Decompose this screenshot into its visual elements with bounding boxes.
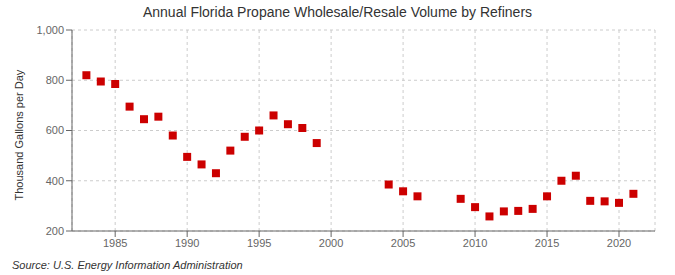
svg-text:600: 600	[46, 124, 64, 136]
svg-text:800: 800	[46, 74, 64, 86]
svg-text:2010: 2010	[463, 237, 487, 249]
svg-text:1,000: 1,000	[36, 24, 64, 36]
svg-text:Thousand Gallons per Day: Thousand Gallons per Day	[13, 69, 25, 200]
svg-text:2005: 2005	[391, 237, 415, 249]
svg-text:200: 200	[46, 225, 64, 237]
svg-text:2015: 2015	[535, 237, 559, 249]
html-text:Annual Florida Propane Wholesa: Annual Florida Propane Wholesale/Resale …	[142, 4, 532, 20]
svg-text:2020: 2020	[607, 237, 631, 249]
svg-text:1985: 1985	[103, 237, 127, 249]
svg-text:1995: 1995	[247, 237, 271, 249]
svg-text:2000: 2000	[319, 237, 343, 249]
html-text:Source: U.S. Energy Informatio: Source: U.S. Energy Information Administ…	[12, 259, 243, 271]
svg-text:400: 400	[46, 175, 64, 187]
svg-text:1990: 1990	[175, 237, 199, 249]
